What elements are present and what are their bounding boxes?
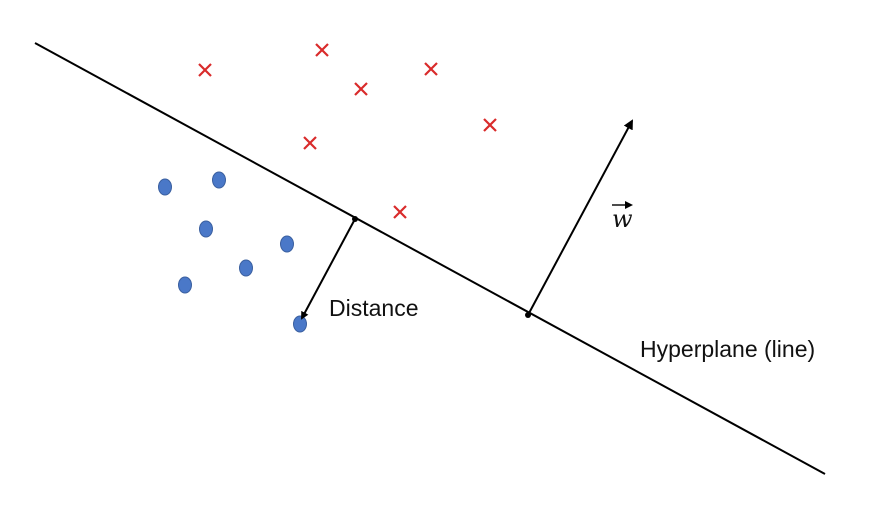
hyperplane-line [34, 42, 826, 475]
distance-foot-point [352, 216, 358, 222]
cross-marker [303, 136, 317, 150]
cross-marker [483, 118, 497, 132]
weight-vector-arrow [527, 119, 633, 316]
weight-vector-label: w [612, 205, 633, 233]
dot-marker [199, 220, 213, 238]
hyperplane-label: Hyperplane (line) [640, 336, 815, 362]
cross-marker [315, 43, 329, 57]
distance-arrow [301, 218, 356, 320]
cross-marker [354, 82, 368, 96]
dot-marker [293, 315, 307, 333]
dot-marker [158, 178, 172, 196]
weight-vector-origin-point [525, 312, 531, 318]
dot-marker [280, 235, 294, 253]
class-cross-markers [198, 43, 497, 219]
cross-marker [424, 62, 438, 76]
class-dot-markers [158, 171, 307, 333]
cross-marker [393, 205, 407, 219]
dot-marker [178, 276, 192, 294]
dot-marker [239, 259, 253, 277]
cross-marker [198, 63, 212, 77]
dot-marker [212, 171, 226, 189]
distance-label: Distance [329, 295, 418, 321]
